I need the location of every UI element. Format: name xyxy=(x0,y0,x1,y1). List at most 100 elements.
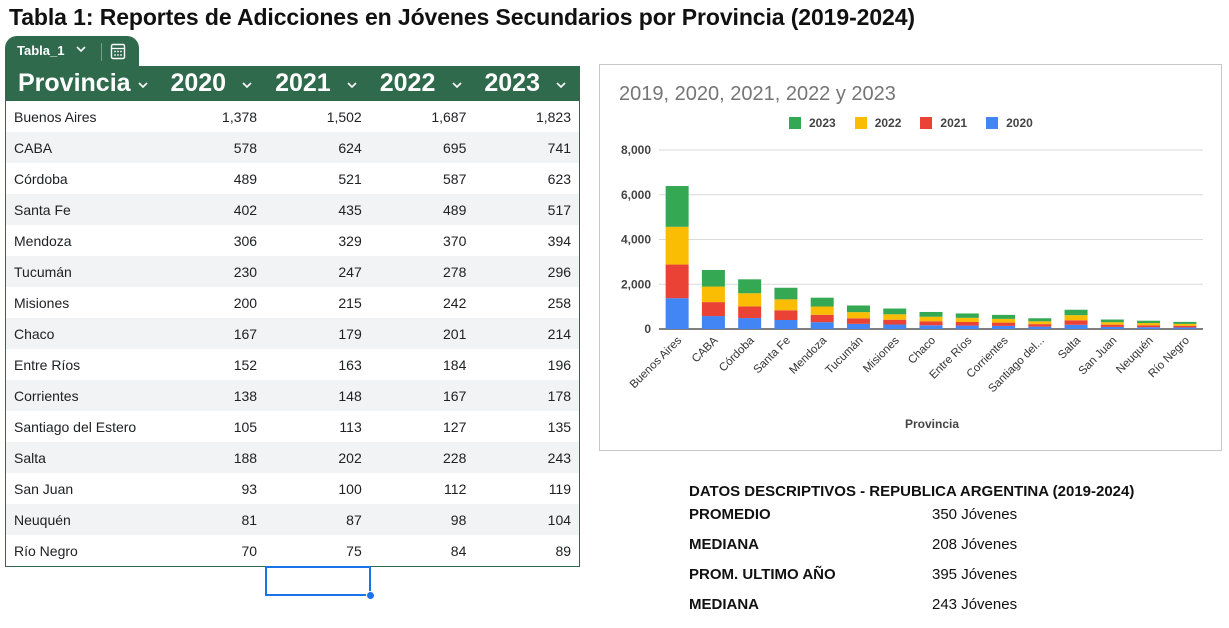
cell-2021[interactable]: 624 xyxy=(338,139,362,156)
selected-cell[interactable] xyxy=(265,566,371,596)
cell-2020[interactable]: 230 xyxy=(233,263,258,280)
bar-segment-2020 xyxy=(1173,327,1197,329)
cell-2021[interactable]: 148 xyxy=(338,387,362,404)
cell-2020[interactable]: 167 xyxy=(233,325,258,342)
cell-2023[interactable]: 104 xyxy=(547,511,572,528)
cell-2020[interactable]: 188 xyxy=(233,449,258,466)
cell-2021[interactable]: 215 xyxy=(338,294,362,311)
cell-2021[interactable]: 435 xyxy=(338,201,362,218)
stacked-bar-chart[interactable]: 2019, 2020, 2021, 2022 y 2023 2023 2022 … xyxy=(599,64,1222,451)
cell-2022[interactable]: 127 xyxy=(443,418,467,435)
column-header-2021[interactable]: 2021 xyxy=(265,67,370,101)
cell-provincia[interactable]: Misiones xyxy=(14,294,70,311)
cell-2020[interactable]: 306 xyxy=(233,232,258,249)
cell-provincia[interactable]: Córdoba xyxy=(14,170,68,187)
x-tick-label: Mendoza xyxy=(787,334,829,376)
cell-2021[interactable]: 100 xyxy=(338,480,362,497)
chevron-down-icon[interactable] xyxy=(240,78,254,92)
chevron-down-icon[interactable] xyxy=(345,78,359,92)
cell-2022[interactable]: 242 xyxy=(443,294,467,311)
cell-2023[interactable]: 258 xyxy=(547,294,572,311)
cell-2022[interactable]: 112 xyxy=(444,480,467,497)
cell-2021[interactable]: 1,502 xyxy=(326,108,362,125)
cell-provincia[interactable]: Buenos Aires xyxy=(14,108,97,125)
cell-2020[interactable]: 489 xyxy=(233,170,258,187)
column-header-2023[interactable]: 2023 xyxy=(474,67,579,101)
cell-2020[interactable]: 200 xyxy=(233,294,258,311)
cell-2020[interactable]: 1,378 xyxy=(222,108,258,125)
cell-2022[interactable]: 167 xyxy=(443,387,467,404)
bar-segment-2022 xyxy=(701,286,725,303)
cell-provincia[interactable]: Tucumán xyxy=(14,263,72,280)
cell-2023[interactable]: 741 xyxy=(547,139,572,156)
cell-2023[interactable]: 214 xyxy=(547,325,572,342)
cell-2023[interactable]: 243 xyxy=(547,449,572,466)
cell-2022[interactable]: 1,687 xyxy=(431,108,467,125)
cell-2021[interactable]: 87 xyxy=(346,511,362,528)
cell-2021[interactable]: 113 xyxy=(339,418,362,435)
cell-2022[interactable]: 587 xyxy=(443,170,467,187)
cell-provincia[interactable]: Mendoza xyxy=(14,232,72,249)
cell-2021[interactable]: 163 xyxy=(338,356,362,373)
cell-2023[interactable]: 394 xyxy=(547,232,572,249)
cell-2020[interactable]: 70 xyxy=(241,542,258,559)
stat-label: PROMEDIO xyxy=(689,506,771,523)
cell-provincia[interactable]: Santa Fe xyxy=(14,201,71,218)
cell-2023[interactable]: 623 xyxy=(547,170,572,187)
cell-2020[interactable]: 578 xyxy=(233,139,258,156)
cell-2020[interactable]: 105 xyxy=(233,418,258,435)
cell-provincia[interactable]: Santiago del Estero xyxy=(14,418,137,435)
cell-2023[interactable]: 119 xyxy=(548,480,572,497)
cell-2023[interactable]: 517 xyxy=(547,201,572,218)
cell-2021[interactable]: 202 xyxy=(338,449,362,466)
column-header-2020[interactable]: 2020 xyxy=(160,67,265,101)
cell-2022[interactable]: 489 xyxy=(443,201,467,218)
cell-2023[interactable]: 1,823 xyxy=(535,108,572,125)
chevron-down-icon[interactable] xyxy=(136,78,150,92)
cell-provincia[interactable]: Neuquén xyxy=(14,511,71,528)
stats-title: DATOS DESCRIPTIVOS - REPUBLICA ARGENTINA… xyxy=(689,483,1135,500)
chevron-down-icon[interactable] xyxy=(74,42,88,56)
table-tab[interactable]: Tabla_1 xyxy=(5,36,139,66)
cell-2022[interactable]: 370 xyxy=(443,232,467,249)
cell-2021[interactable]: 247 xyxy=(338,263,362,280)
bar-segment-2022 xyxy=(919,316,943,322)
cell-2022[interactable]: 228 xyxy=(443,449,467,466)
calculator-icon[interactable] xyxy=(110,43,126,60)
cell-2020[interactable]: 93 xyxy=(241,480,258,497)
table-tab-name[interactable]: Tabla_1 xyxy=(17,43,65,58)
cell-2021[interactable]: 179 xyxy=(338,325,362,342)
cell-2020[interactable]: 138 xyxy=(233,387,258,404)
chevron-down-icon[interactable] xyxy=(554,78,568,92)
cell-provincia[interactable]: Salta xyxy=(14,449,46,466)
cell-provincia[interactable]: Río Negro xyxy=(14,542,78,559)
cell-provincia[interactable]: Corrientes xyxy=(14,387,79,404)
cell-2023[interactable]: 296 xyxy=(547,263,572,280)
cell-2022[interactable]: 278 xyxy=(443,263,467,280)
column-header-provincia[interactable]: Provincia xyxy=(6,67,160,101)
cell-2020[interactable]: 81 xyxy=(241,511,258,528)
cell-2022[interactable]: 98 xyxy=(450,511,467,528)
cell-2021[interactable]: 521 xyxy=(338,170,362,187)
cell-2023[interactable]: 89 xyxy=(555,542,572,559)
cell-provincia[interactable]: Entre Ríos xyxy=(14,356,81,373)
cell-2022[interactable]: 695 xyxy=(443,139,467,156)
cell-2022[interactable]: 201 xyxy=(443,325,467,342)
cell-2020[interactable]: 152 xyxy=(233,356,258,373)
cell-2020[interactable]: 402 xyxy=(233,201,258,218)
cell-2023[interactable]: 135 xyxy=(547,418,572,435)
cell-2021[interactable]: 75 xyxy=(346,542,362,559)
cell-provincia[interactable]: Chaco xyxy=(14,325,55,342)
chevron-down-icon[interactable] xyxy=(450,78,464,92)
cell-provincia[interactable]: CABA xyxy=(14,139,53,156)
cell-2023[interactable]: 196 xyxy=(547,356,572,373)
cell-provincia[interactable]: San Juan xyxy=(14,480,74,497)
cell-2021[interactable]: 329 xyxy=(338,232,362,249)
cell-2022[interactable]: 84 xyxy=(450,542,467,559)
cell-2023[interactable]: 178 xyxy=(547,387,572,404)
column-header-2022[interactable]: 2022 xyxy=(370,67,475,101)
stat-row-mediana-ultimo: MEDIANA 243 Jóvenes xyxy=(689,590,1209,620)
fill-handle[interactable] xyxy=(366,591,375,600)
chart-legend: 2023 2022 2021 2020 xyxy=(789,116,1052,130)
cell-2022[interactable]: 184 xyxy=(443,356,467,373)
